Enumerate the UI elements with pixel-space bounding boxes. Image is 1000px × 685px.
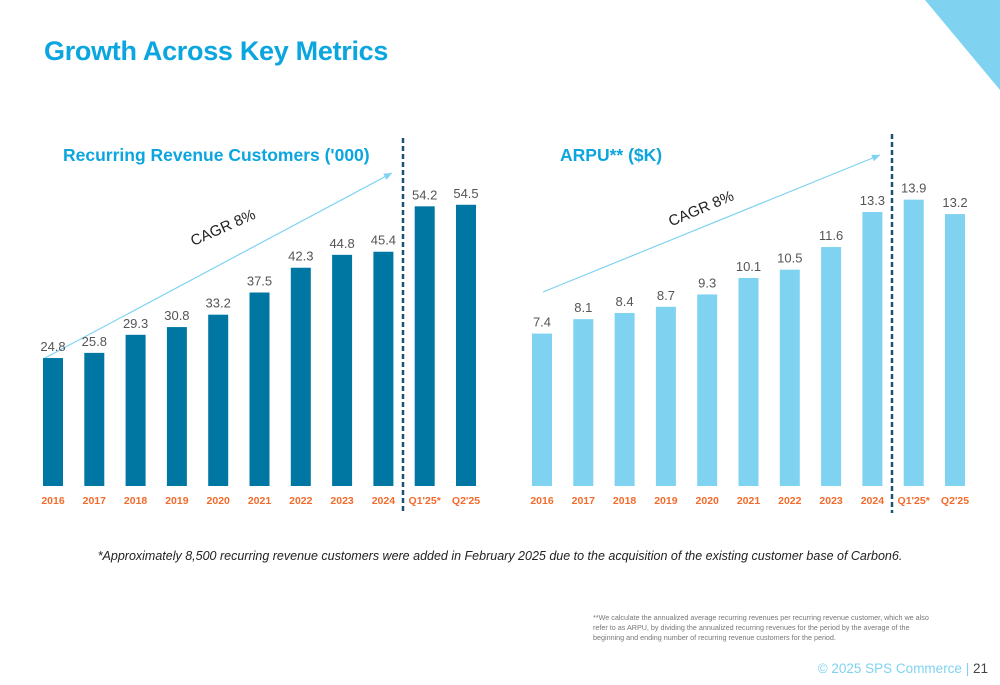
- bar: [614, 312, 635, 486]
- bar: [125, 334, 146, 486]
- x-tick-label: 2017: [83, 495, 107, 507]
- data-label: 30.8: [164, 308, 189, 323]
- acquisition-note: *Approximately 8,500 recurring revenue c…: [97, 549, 903, 563]
- data-label: 13.9: [901, 181, 926, 196]
- x-tick-label: 2021: [737, 495, 761, 507]
- x-tick-label: 2020: [696, 495, 720, 507]
- footer-copyright: © 2025 SPS Commerce |: [817, 661, 970, 676]
- corner-triangle: [925, 0, 1000, 90]
- x-tick-label: Q2'25: [452, 495, 480, 507]
- x-tick-label: 2022: [778, 495, 802, 507]
- x-tick-label: Q1'25*: [409, 495, 442, 507]
- bar: [249, 292, 270, 486]
- x-tick-label: 2021: [248, 495, 272, 507]
- chart-title-customers: Recurring Revenue Customers ('000): [63, 145, 370, 165]
- x-tick-label: 2023: [819, 495, 843, 507]
- data-label: 9.3: [698, 275, 716, 290]
- arpu-footnote: **We calculate the annualized average re…: [593, 613, 929, 642]
- data-label: 54.5: [453, 186, 478, 201]
- data-label: 7.4: [533, 315, 551, 330]
- x-tick-label: 2017: [572, 495, 596, 507]
- data-label: 42.3: [288, 249, 313, 264]
- x-tick-label: 2024: [861, 495, 885, 507]
- bar: [456, 204, 476, 486]
- bar: [903, 199, 924, 486]
- data-label: 13.3: [860, 193, 885, 208]
- data-label: 11.6: [819, 228, 843, 243]
- bar: [290, 267, 311, 486]
- page-title: Growth Across Key Metrics: [44, 36, 389, 66]
- bar: [821, 247, 842, 486]
- data-label: 24.8: [40, 339, 65, 354]
- data-label: 25.8: [82, 334, 107, 349]
- bar: [332, 254, 353, 486]
- x-tick-label: 2016: [530, 495, 554, 507]
- x-tick-label: 2023: [330, 495, 354, 507]
- cagr-arrow-line: [542, 154, 881, 293]
- x-tick-label: 2024: [372, 495, 396, 507]
- bar: [43, 358, 63, 486]
- data-label: 29.3: [123, 316, 148, 331]
- x-tick-label: 2018: [124, 495, 148, 507]
- bar: [84, 352, 105, 486]
- bar: [414, 206, 435, 486]
- data-label: 37.5: [247, 274, 272, 289]
- cagr-label: CAGR 8%: [188, 206, 258, 250]
- data-label: 45.4: [371, 233, 396, 248]
- data-label: 54.2: [412, 187, 437, 202]
- data-label: 13.2: [942, 195, 967, 210]
- data-label: 44.8: [329, 236, 354, 251]
- bar: [697, 294, 718, 486]
- bar: [862, 212, 883, 486]
- bar: [779, 269, 800, 486]
- x-tick-label: 2018: [613, 495, 637, 507]
- bar: [532, 333, 552, 486]
- cagr-arrow-head-icon: [871, 154, 880, 162]
- data-label: 10.1: [736, 259, 761, 274]
- data-label: 8.7: [657, 288, 675, 303]
- bar: [738, 277, 759, 486]
- page-number: 21: [972, 661, 988, 676]
- x-tick-label: 2016: [41, 495, 65, 507]
- data-label: 8.4: [616, 294, 634, 309]
- bar: [945, 214, 965, 486]
- data-label: 8.1: [574, 300, 592, 315]
- cagr-label: CAGR 8%: [666, 188, 736, 231]
- bar: [573, 319, 594, 486]
- x-tick-label: 2019: [165, 495, 189, 507]
- x-tick-label: Q2'25: [941, 495, 969, 507]
- footer: © 2025 SPS Commerce | 21: [818, 661, 988, 676]
- data-label: 10.5: [777, 251, 802, 266]
- chart-title-arpu: ARPU** ($K): [560, 145, 663, 165]
- data-label: 33.2: [206, 296, 231, 311]
- cagr-arrow-head-icon: [383, 173, 392, 180]
- x-tick-label: 2020: [207, 495, 231, 507]
- cagr-arrow-line: [44, 172, 393, 359]
- x-tick-label: 2022: [289, 495, 313, 507]
- bar: [166, 327, 187, 486]
- bar: [208, 314, 229, 486]
- x-tick-label: 2019: [654, 495, 678, 507]
- x-tick-label: Q1'25*: [898, 495, 931, 507]
- bar: [373, 251, 394, 486]
- bar: [655, 306, 676, 486]
